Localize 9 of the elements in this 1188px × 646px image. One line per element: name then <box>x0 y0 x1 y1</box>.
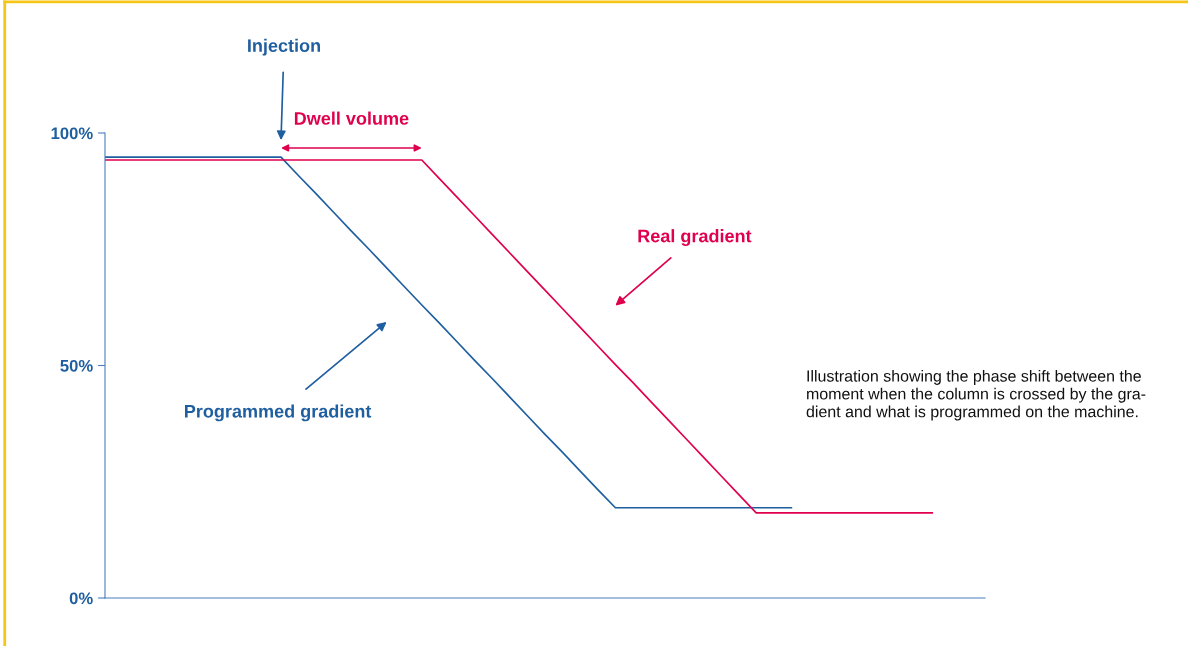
text: Injection <box>248 38 320 56</box>
y-tick-label: 50% <box>60 359 93 372</box>
annotation: Illustration showing the phase shift between the moment when the column is crossed by the gra- dient and what is programmed on the machine. <box>806 370 1146 421</box>
text: Dwell volume <box>294 111 409 125</box>
text: Real gradient <box>638 229 752 247</box>
y-tick-label: 100% <box>51 127 93 140</box>
line-series <box>105 156 793 509</box>
text: Programmed gradient <box>185 404 372 422</box>
y-tick-label: 0% <box>69 592 93 605</box>
